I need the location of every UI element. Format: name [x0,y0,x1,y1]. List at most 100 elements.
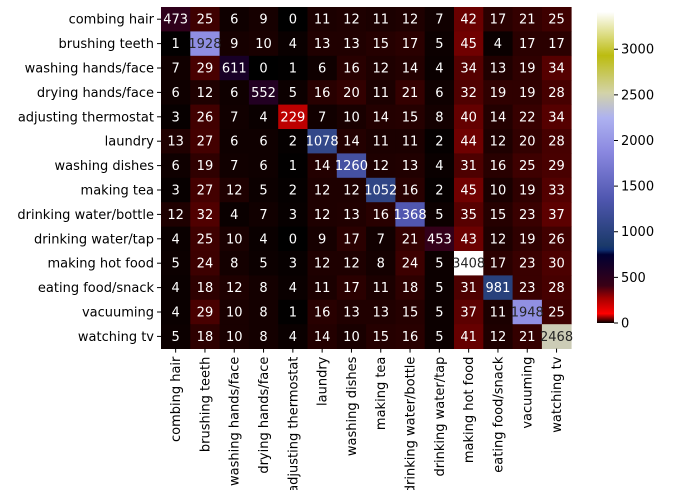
cell-value-label: 611 [222,62,247,77]
cell-value-label: 31 [460,159,477,174]
cell-value-label: 15 [402,110,419,125]
cell-value-label: 11 [372,135,389,150]
heatmap-cell [541,202,572,227]
cell-value-label: 40 [460,110,477,125]
cell-value-label: 5 [435,330,443,345]
cell-value-label: 17 [490,257,507,272]
heatmap-cell [161,275,191,301]
cell-value-label: 23 [519,281,536,296]
cell-value-label: 27 [197,135,214,150]
y-tick-label: making tea [81,184,154,199]
cell-value-label: 14 [314,330,331,345]
cell-value-label: 28 [548,86,565,101]
cell-value-label: 16 [343,62,360,77]
cell-value-label: 8 [377,257,385,272]
heatmap-cell [366,177,396,203]
cell-value-label: 4 [230,208,238,223]
heatmap-cell [336,299,367,325]
x-tick-label: laundry [316,356,331,406]
cell-value-label: 2 [289,184,297,199]
cell-value-label: 7 [435,13,443,28]
cell-value-label: 11 [490,306,507,321]
heatmap-cell [541,104,572,130]
heatmap-cell [512,7,543,32]
cell-value-label: 1 [172,37,180,52]
heatmap-cell [248,251,279,276]
cell-value-label: 5 [172,330,180,345]
cell-value-label: 12 [402,13,419,28]
heatmap-cell [278,7,308,32]
heatmap-cell [483,226,513,252]
cell-value-label: 473 [163,13,188,28]
cell-value-label: 12 [226,184,243,199]
cell-value-label: 41 [460,330,477,345]
cell-value-label: 21 [519,330,536,345]
cell-value-label: 3408 [452,257,485,272]
cell-value-label: 1948 [511,306,544,321]
heatmap-cell [512,251,543,276]
heatmap-cell [336,7,367,32]
heatmap-cell [395,129,426,154]
heatmap-cell [336,251,367,276]
cell-value-label: 6 [230,86,238,101]
cell-value-label: 9 [318,232,326,247]
heatmap-cell [395,299,426,325]
heatmap-cell [512,324,543,349]
heatmap-cell [219,177,250,203]
cell-value-label: 42 [460,13,477,28]
cell-value-label: 4 [289,281,297,296]
heatmap-cell [278,80,308,105]
cell-value-label: 1 [289,159,297,174]
cell-value-label: 4 [172,232,180,247]
cell-value-label: 16 [372,208,389,223]
heatmap-cell [512,226,543,252]
heatmap-cell [541,177,572,203]
heatmap-cell [307,299,338,325]
cell-value-label: 34 [548,110,565,125]
cell-value-label: 15 [402,306,419,321]
heatmap-cell [483,153,513,179]
heatmap-cell [307,80,338,105]
heatmap-cell [454,104,484,130]
heatmap-cell [366,324,396,349]
heatmap-cell [248,153,279,179]
cell-value-label: 1928 [188,37,221,52]
heatmap-cell [190,129,220,154]
heatmap-cell [248,226,279,252]
heatmap-cell [512,153,543,179]
cell-value-label: 7 [318,110,326,125]
heatmap-cell [454,177,484,203]
cell-value-label: 5 [435,257,443,272]
cell-value-label: 1 [289,62,297,77]
heatmap-cell [366,80,396,105]
cell-value-label: 13 [402,159,419,174]
cell-value-label: 12 [314,208,331,223]
heatmap-cell [366,299,396,325]
cell-value-label: 7 [259,208,267,223]
cell-value-label: 13 [343,37,360,52]
heatmap-cell [366,129,396,154]
heatmap-cell [454,7,484,32]
cell-value-label: 34 [460,62,477,77]
heatmap-cell [541,153,572,179]
cell-value-label: 14 [343,135,360,150]
cell-value-label: 15 [372,37,389,52]
heatmap-cell [512,31,543,57]
heatmap-cell [454,299,484,325]
colorbar: 0 500 1000 1500 2000 2500 3000 [597,12,654,332]
cell-value-label: 11 [314,13,331,28]
cell-value-label: 12 [490,232,507,247]
cell-value-label: 17 [548,37,565,52]
heatmap-cell [307,153,338,179]
y-tick-label: laundry [105,135,155,150]
cell-value-label: 3 [289,257,297,272]
cell-value-label: 31 [460,281,477,296]
heatmap-cell [248,80,279,105]
heatmap-cell [512,104,543,130]
cell-value-label: 5 [435,306,443,321]
heatmap-cell [336,129,367,154]
cell-value-label: 18 [197,330,214,345]
heatmap-cell [190,31,220,57]
cell-value-label: 6 [259,135,267,150]
heatmap-cell [161,7,191,32]
